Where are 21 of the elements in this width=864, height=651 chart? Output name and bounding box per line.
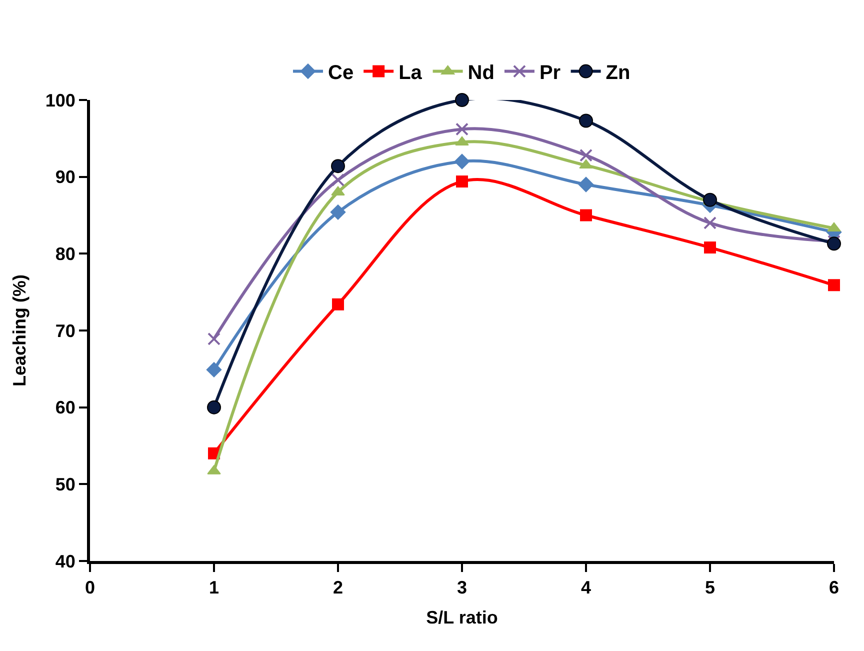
x-tick-label: 0: [84, 578, 96, 598]
y-tick-label: 90: [55, 167, 76, 188]
y-axis-title: Leaching (%): [10, 274, 30, 387]
y-tick-label: 70: [55, 320, 76, 341]
y-tick-label: 40: [55, 551, 76, 572]
x-tick-label: 2: [332, 578, 344, 598]
y-tick-label: 100: [45, 90, 76, 110]
x-tick-label: 4: [580, 578, 592, 598]
legend-label: Ce: [328, 62, 354, 84]
y-tick-label: 60: [55, 398, 76, 418]
x-axis-title: S/L ratio: [426, 608, 498, 628]
y-tick-label: 80: [55, 244, 76, 264]
legend-label: La: [398, 62, 423, 84]
y-tick-label: 50: [55, 474, 76, 494]
x-tick-label: 3: [456, 578, 468, 598]
legend-label: Zn: [606, 62, 630, 84]
x-tick-label: 5: [704, 578, 716, 598]
legend-label: Pr: [539, 62, 561, 84]
x-tick-label: 6: [828, 578, 840, 598]
x-tick-label: 1: [208, 578, 220, 598]
legend-label: Nd: [468, 62, 494, 84]
